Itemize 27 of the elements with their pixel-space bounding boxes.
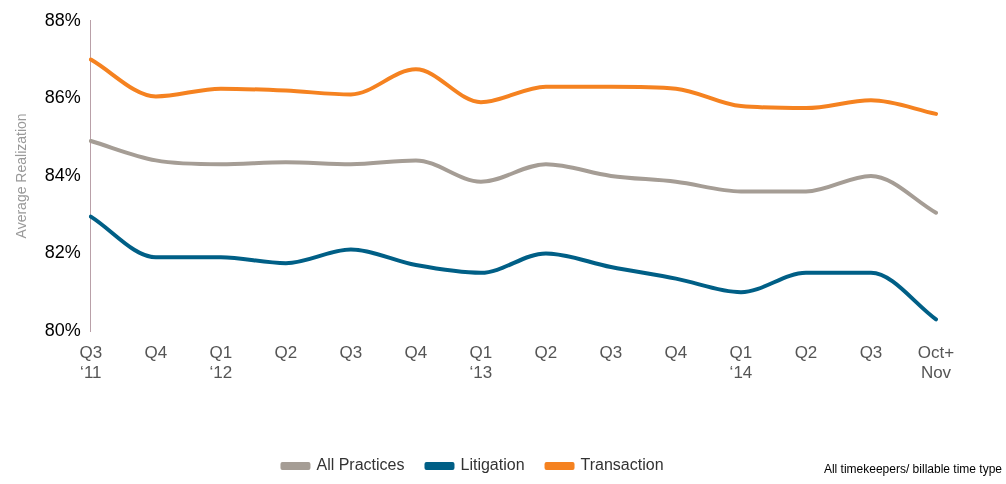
x-tick-label: Q1 ‘12 <box>209 342 233 383</box>
text: All timekeepers/ billable time type <box>823 462 1002 476</box>
x-tick-label: Q2 <box>794 342 818 362</box>
x-tick-label: Q3 <box>859 342 883 362</box>
y-tick-label: 84% <box>44 164 81 185</box>
y-tick-label: 86% <box>44 87 81 108</box>
legend-label: All Practices <box>316 456 405 474</box>
x-tick-label: Oct+ Nov <box>917 342 955 383</box>
x-tick-label: Q3 <box>599 342 623 362</box>
y-tick-label: 80% <box>44 319 81 340</box>
x-tick-label: Q3 <box>339 342 363 362</box>
x-tick-label: Q4 <box>664 342 688 362</box>
y-axis-title: Average Realization <box>13 113 30 239</box>
x-tick-label: Q1 ‘13 <box>469 342 493 383</box>
x-tick-label: Q2 <box>274 342 298 362</box>
x-tick-label: Q4 <box>404 342 428 362</box>
line-series <box>88 57 938 116</box>
x-tick-label: Q3 ‘11 <box>79 342 103 383</box>
x-tick-label: Q1 ‘14 <box>729 342 753 383</box>
legend-label: Litigation <box>460 456 525 474</box>
x-tick-label: Q4 <box>144 342 168 362</box>
y-tick-label: 88% <box>44 9 81 30</box>
legend-label: Transaction <box>580 456 664 474</box>
line-series <box>88 139 938 215</box>
y-tick-label: 82% <box>44 242 81 263</box>
line-series <box>88 214 938 322</box>
x-tick-label: Q2 <box>534 342 558 362</box>
